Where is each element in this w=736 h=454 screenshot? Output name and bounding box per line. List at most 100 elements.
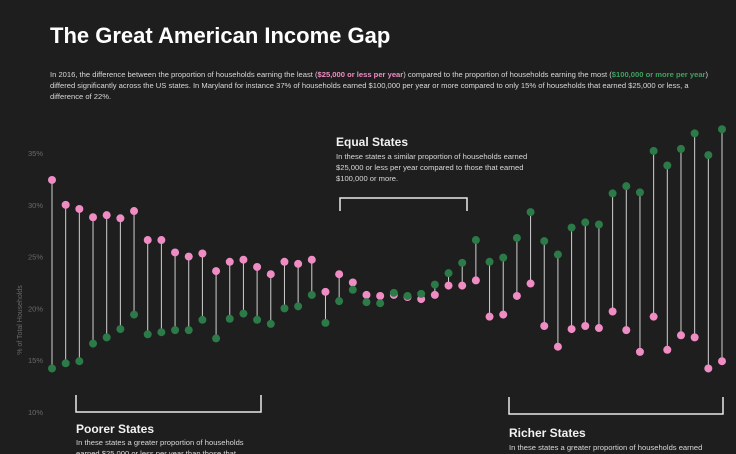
dot xyxy=(499,253,508,262)
dot xyxy=(417,289,426,298)
annotation-title: Richer States xyxy=(509,426,586,440)
dot xyxy=(485,312,494,321)
dot xyxy=(663,345,672,354)
dot xyxy=(526,208,535,217)
description-text: In 2016, the difference between the prop… xyxy=(50,70,318,79)
y-tick-label: 35% xyxy=(28,149,43,158)
dot xyxy=(266,319,275,328)
annotation-text: earned $25,000 or less per year than tho… xyxy=(76,449,237,454)
dot xyxy=(61,200,70,209)
dot xyxy=(430,280,439,289)
dot xyxy=(266,270,275,279)
dot xyxy=(512,233,521,242)
dot xyxy=(704,364,713,373)
y-tick-label: 25% xyxy=(28,253,43,262)
dot xyxy=(102,211,111,220)
dot xyxy=(171,248,180,257)
dot xyxy=(718,125,726,134)
dot xyxy=(48,364,56,373)
dot xyxy=(61,359,70,368)
dot xyxy=(540,321,549,330)
dot xyxy=(362,298,371,307)
dot xyxy=(130,207,139,216)
dot xyxy=(485,257,494,266)
description-text: ) compared to the proportion of househol… xyxy=(403,70,612,79)
dot xyxy=(130,310,139,319)
legend-low: $25,000 or less per year xyxy=(318,70,404,79)
legend-high: $100,000 or more per year xyxy=(612,70,706,79)
dot xyxy=(458,258,467,267)
dot xyxy=(225,314,234,323)
dot xyxy=(116,214,125,223)
y-tick-label: 15% xyxy=(28,356,43,365)
dot xyxy=(567,325,576,334)
dot xyxy=(471,236,480,245)
dot xyxy=(594,220,603,229)
dot xyxy=(622,182,631,191)
dot xyxy=(376,291,385,300)
dot xyxy=(362,290,371,299)
dot xyxy=(499,310,508,319)
dot xyxy=(253,262,262,271)
dot xyxy=(212,267,221,276)
dot xyxy=(198,315,207,324)
dot xyxy=(608,189,617,198)
dot xyxy=(143,330,152,339)
dot xyxy=(75,357,84,366)
dot xyxy=(649,312,658,321)
dot xyxy=(184,326,193,335)
annotation-title: Equal States xyxy=(336,135,408,149)
dot xyxy=(526,279,535,288)
dot xyxy=(280,257,289,266)
dot xyxy=(663,161,672,170)
dot xyxy=(171,326,180,335)
dot xyxy=(239,309,248,318)
description: In 2016, the difference between the prop… xyxy=(50,70,709,79)
dot xyxy=(594,324,603,333)
dot xyxy=(157,328,166,337)
dot xyxy=(622,326,631,335)
dot xyxy=(581,218,590,227)
dot xyxy=(280,304,289,313)
dot xyxy=(75,204,84,213)
y-tick-label: 20% xyxy=(28,304,43,313)
dot xyxy=(253,315,262,324)
chart-title: The Great American Income Gap xyxy=(50,23,390,48)
dot xyxy=(690,333,699,342)
dot xyxy=(676,144,685,153)
dot xyxy=(321,287,330,296)
dot xyxy=(335,297,344,306)
dot xyxy=(553,250,562,259)
dot xyxy=(184,252,193,261)
description-text: differed significantly across the US sta… xyxy=(50,81,689,90)
annotation-text: $25,000 or less per year compared to tho… xyxy=(336,163,523,172)
dot xyxy=(307,255,316,264)
dot xyxy=(89,339,98,348)
dot xyxy=(294,302,303,311)
y-axis-label: % of Total Households xyxy=(17,285,24,355)
dot xyxy=(540,237,549,246)
description-text: difference of 22%. xyxy=(50,92,111,101)
dot xyxy=(444,281,453,290)
dot xyxy=(348,285,357,294)
dot xyxy=(348,278,357,287)
dot xyxy=(581,321,590,330)
description-text: ) xyxy=(706,70,709,79)
dot xyxy=(458,281,467,290)
annotation-text: In these states a similar proportion of … xyxy=(336,152,527,161)
dot xyxy=(718,357,726,366)
y-tick-label: 10% xyxy=(28,408,43,417)
dot xyxy=(567,223,576,232)
annotation-text: In these states a greater proportion of … xyxy=(76,438,244,447)
dot xyxy=(430,290,439,299)
dot xyxy=(48,175,56,184)
dot xyxy=(444,269,453,278)
dot xyxy=(553,342,562,351)
dot xyxy=(307,290,316,299)
dot xyxy=(376,299,385,308)
dot xyxy=(649,146,658,155)
dot xyxy=(198,249,207,258)
